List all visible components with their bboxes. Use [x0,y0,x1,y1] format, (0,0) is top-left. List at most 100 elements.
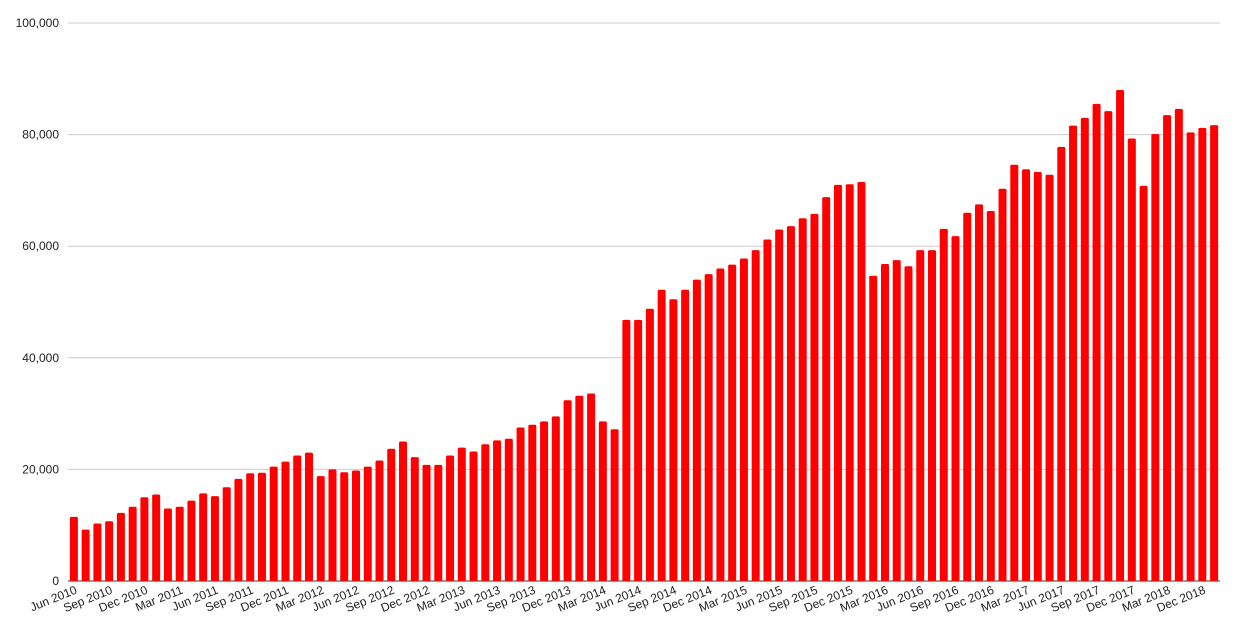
bar [352,470,360,581]
bar [446,455,455,581]
bar [281,461,290,581]
bar [963,212,972,581]
bar [751,250,760,581]
bar [199,493,208,581]
bar [528,424,537,581]
bar [692,279,701,581]
bar [634,319,643,581]
bar [975,204,984,581]
bar [1210,125,1219,581]
y-tick-label: 40,000 [22,351,59,365]
bar [622,319,631,581]
bar [1198,127,1207,582]
bar [257,472,266,581]
bar [340,472,349,581]
bar [986,211,995,581]
bar [869,275,878,581]
bar [892,260,901,581]
bar [140,497,149,581]
bar [798,218,807,582]
bar [457,447,466,581]
bar [1080,117,1089,582]
bar [1033,171,1042,581]
bar [116,512,125,581]
bar [928,250,936,581]
bar [1010,164,1019,581]
bar [410,457,419,581]
bar [175,506,184,581]
bar [387,448,396,581]
bar [1022,169,1031,582]
bar [516,427,525,581]
bar [645,308,654,581]
bar [105,521,114,581]
bar [810,213,819,581]
bar [234,478,243,581]
bar [128,506,137,581]
bar [540,421,549,581]
bar [833,184,842,581]
y-tick-label: 0 [52,574,59,588]
bar [69,516,78,581]
bar [434,464,443,581]
bar [422,464,431,581]
bar [1092,103,1101,581]
bar [187,500,196,581]
bar [363,466,372,581]
bar [704,274,713,581]
y-tick-label: 20,000 [22,462,59,476]
bar [775,229,784,581]
bar [563,400,572,581]
bar [657,289,666,581]
bar [246,473,255,581]
bar [939,228,948,582]
bar [1116,89,1125,582]
bar [375,460,384,581]
bar [81,529,90,581]
bar [1139,185,1148,581]
bar [504,438,513,581]
bar [904,266,913,581]
bar [610,429,619,581]
bar [1174,108,1183,581]
bar [316,476,325,581]
bar [587,393,596,581]
bar [152,494,161,581]
bar [880,264,889,581]
bar [763,239,772,581]
bar [1127,138,1136,582]
bar [551,416,560,581]
y-tick-label: 100,000 [16,16,60,30]
bar [163,508,172,581]
bar [998,188,1007,581]
bar [1104,111,1113,581]
bar [669,299,678,581]
bar [222,487,231,581]
y-tick-label: 80,000 [22,128,59,142]
bar [1151,134,1160,582]
bar [728,264,737,581]
bar [293,455,302,581]
bar [269,466,278,581]
bar [399,441,408,581]
bar [1057,146,1066,581]
bar [328,469,337,581]
bar [857,182,866,581]
bar [951,236,960,581]
bar [575,395,584,581]
bar [1045,174,1054,581]
bar [822,197,831,581]
bar [493,440,502,581]
bar [739,258,748,581]
bar [304,452,313,581]
bar [786,226,795,581]
bar [210,496,219,581]
bar [481,444,490,581]
bar [916,250,925,581]
y-tick-label: 60,000 [22,239,59,253]
bar [1186,132,1195,582]
bar [681,289,690,581]
bar [1163,115,1172,581]
bar [598,421,607,581]
